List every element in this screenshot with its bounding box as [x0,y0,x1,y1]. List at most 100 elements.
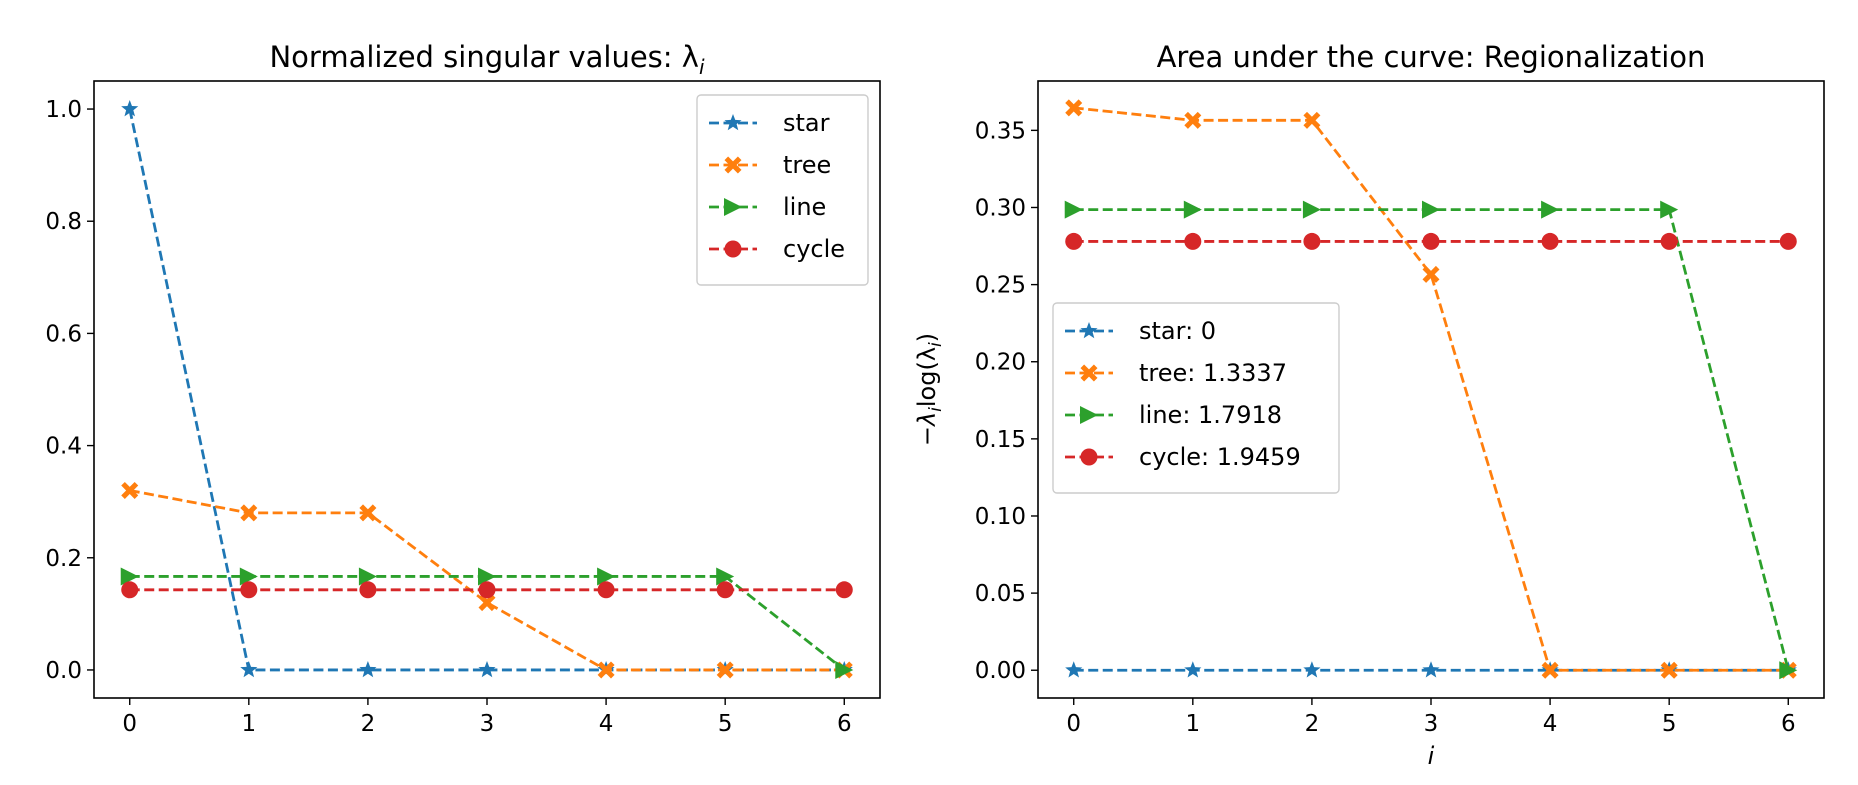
legend-marker [724,240,742,258]
legend-item-tree: tree [709,151,831,179]
data-point-tree-1-3337-2 [1303,111,1321,129]
data-point-tree-1-3337-1 [1184,111,1202,129]
series-cycle [121,581,853,599]
data-point-line-0 [120,567,139,586]
data-point-star-0 [121,100,139,117]
legend: star tree line cycle [696,94,869,286]
plot-area [1064,99,1798,680]
legend-marker [1080,406,1098,424]
data-point-cycle-2 [359,581,377,599]
legend-label: cycle [783,235,845,263]
data-point-line-2 [358,567,377,586]
data-point-line-4 [597,567,616,586]
chart-title-text: Area under the curve: Regionalization [1157,40,1706,74]
legend-marker [1080,364,1098,382]
data-point-star-0-2 [1303,661,1321,678]
y-tick-label: 0.4 [45,434,82,460]
data-point-cycle-4 [597,581,615,599]
x-tick-label: 5 [1662,711,1677,737]
legend-marker [724,156,742,174]
data-point-line-1-7918-5 [1660,200,1679,219]
legend-marker [1080,322,1098,339]
data-point-tree-5 [716,661,734,679]
data-point-tree-1-3337-5 [1660,661,1678,679]
x-tick-label: 0 [1066,711,1081,737]
x-tick-label: 3 [1424,711,1439,737]
data-point-line-3 [478,567,496,586]
series-line-1-7918 [1064,200,1798,680]
data-point-tree-1-3337-3 [1422,265,1440,283]
data-point-cycle-3 [478,581,496,599]
data-point-star-3 [478,660,496,678]
series-line [120,567,854,679]
legend-marker [724,198,742,216]
y-axis-label-part: log(λ [913,347,941,407]
legend-box [1052,302,1340,494]
x-tick-label: 4 [599,711,614,737]
data-point-line-1 [239,567,258,586]
y-tick-label: 0.20 [975,350,1026,376]
legend-label: star: 0 [1139,317,1216,345]
x-tick-label: 1 [1185,711,1200,737]
y-axis-label-part: −λ [913,412,941,446]
data-point-tree-3 [478,594,496,612]
legend: star: 0 tree: 1.3337 line: 1.7918 cycle: 1.… [1052,302,1340,494]
data-point-cycle-1-9459-6 [1779,232,1797,250]
legend-box [696,94,869,286]
y-tick-label: 0.25 [975,273,1026,299]
data-point-star-2 [359,660,377,678]
data-point-tree-2 [359,504,377,522]
data-point-tree-0 [121,481,139,499]
data-point-tree-4 [597,661,615,679]
legend-item-line: line [709,193,826,221]
legend-label: tree [783,151,831,179]
y-tick-label: 0.00 [975,658,1026,684]
legend-item-cycle-1-9459: cycle: 1.9459 [1065,443,1301,471]
data-point-cycle-1-9459-4 [1541,232,1559,250]
x-tick-label: 3 [480,711,495,737]
data-point-line-1-7918-6 [1779,661,1798,680]
y-axis-label-subscript: i [926,407,946,412]
y-tick-label: 0.10 [975,504,1026,530]
legend-item-star-0: star: 0 [1065,317,1216,345]
x-tick-label: 5 [718,711,733,737]
y-tick-label: 0.35 [975,118,1026,144]
legend-item-line-1-7918: line: 1.7918 [1065,401,1282,429]
y-tick-label: 0.05 [975,581,1026,607]
x-tick-label: 0 [122,711,137,737]
x-tick-label: 6 [1781,711,1796,737]
x-tick-label: 6 [837,711,852,737]
data-point-cycle-1 [240,581,258,599]
y-tick-label: 0.30 [975,195,1026,221]
series-tree-1-3337 [1065,99,1797,679]
legend-marker [1080,448,1098,466]
data-point-line-1-7918-3 [1422,200,1440,219]
data-point-cycle-0 [121,581,139,599]
y-axis-label: −λilog(λi) [913,333,946,446]
data-point-cycle-6 [835,581,853,599]
data-point-line-1-7918-1 [1183,200,1202,219]
plot-area [120,100,854,679]
data-point-cycle-1-9459-3 [1422,232,1440,250]
data-point-line-1-7918-4 [1541,200,1560,219]
data-point-cycle-1-9459-2 [1303,232,1321,250]
chart-title: Area under the curve: Regionalization [1157,40,1706,74]
legend-label: tree: 1.3337 [1139,359,1287,387]
legend-label: cycle: 1.9459 [1139,443,1301,471]
data-point-tree-1 [240,504,258,522]
data-point-star-0-3 [1422,661,1440,678]
data-point-cycle-1-9459-5 [1660,232,1678,250]
series-star-0 [1065,661,1797,678]
y-axis-label-subscript: i [926,342,946,347]
x-axis-label: i [1428,742,1435,770]
chart-title-subscript: i [699,55,705,79]
y-axis-label-part: ) [913,333,941,342]
data-point-line-6 [835,660,854,679]
data-point-cycle-1-9459-1 [1184,232,1202,250]
data-point-cycle-5 [716,581,734,599]
data-point-tree-1-3337-4 [1541,661,1559,679]
legend-label: line [783,193,826,221]
x-tick-label: 4 [1543,711,1558,737]
chart-title: Normalized singular values: λi [269,40,704,79]
